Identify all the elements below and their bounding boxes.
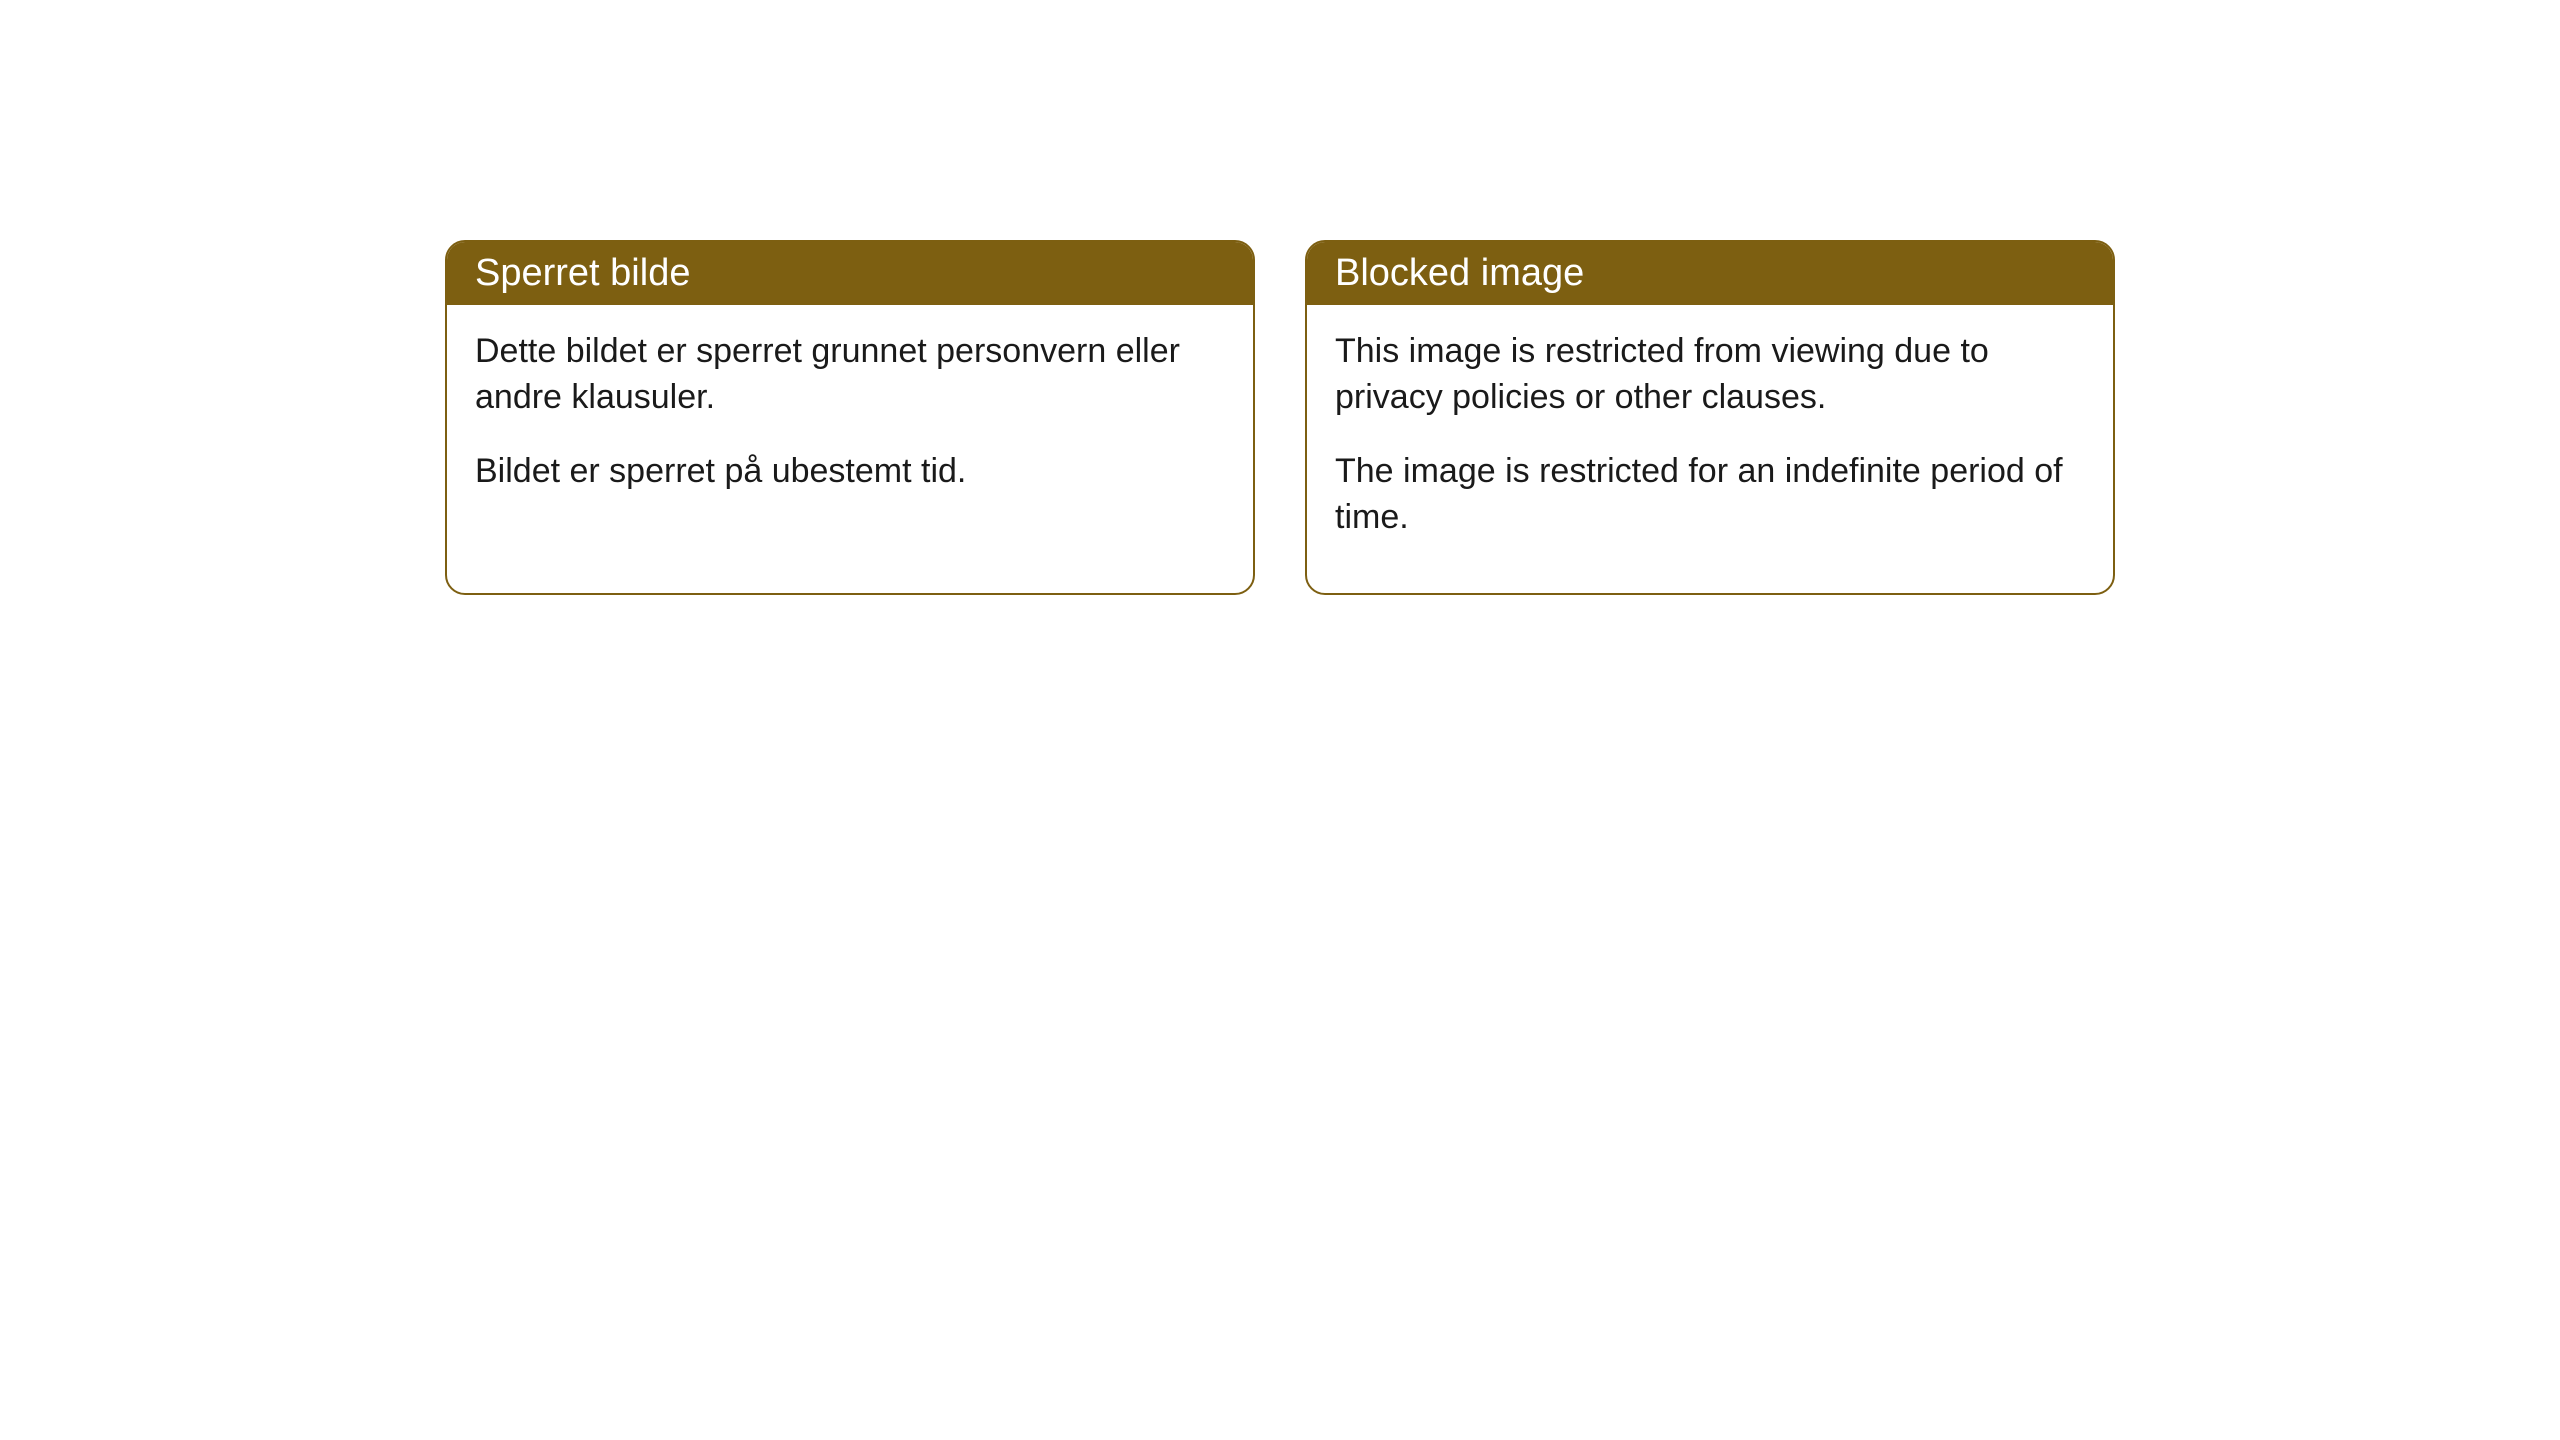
notice-card-norwegian: Sperret bilde Dette bildet er sperret gr… [445,240,1255,595]
notice-container: Sperret bilde Dette bildet er sperret gr… [0,0,2560,595]
card-body: Dette bildet er sperret grunnet personve… [447,305,1253,547]
card-header: Sperret bilde [447,242,1253,305]
card-paragraph: The image is restricted for an indefinit… [1335,449,2085,541]
notice-card-english: Blocked image This image is restricted f… [1305,240,2115,595]
card-header: Blocked image [1307,242,2113,305]
card-paragraph: Bildet er sperret på ubestemt tid. [475,449,1225,495]
card-paragraph: Dette bildet er sperret grunnet personve… [475,329,1225,421]
card-paragraph: This image is restricted from viewing du… [1335,329,2085,421]
card-body: This image is restricted from viewing du… [1307,305,2113,593]
card-title: Blocked image [1335,252,1584,294]
card-title: Sperret bilde [475,252,690,294]
